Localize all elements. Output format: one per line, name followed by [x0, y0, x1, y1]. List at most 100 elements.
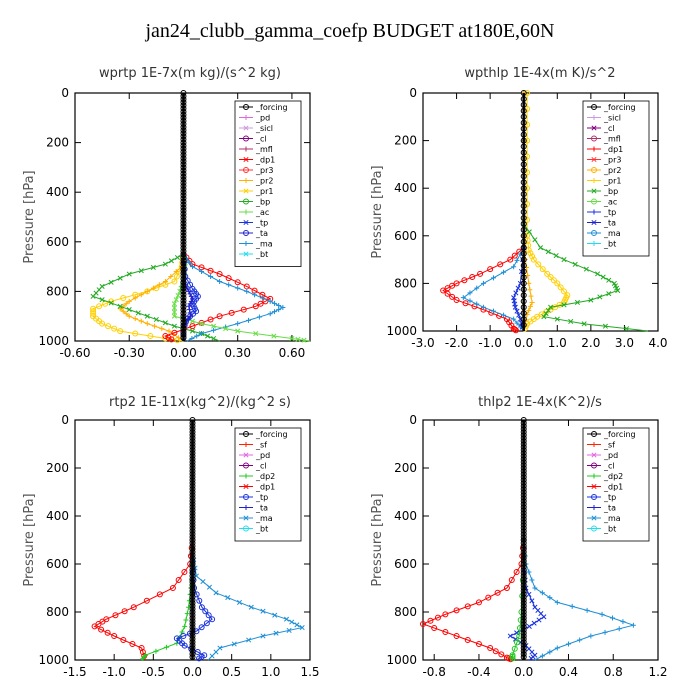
- series-point: [527, 250, 534, 257]
- series-point: [189, 618, 196, 624]
- series-point: [198, 604, 205, 611]
- y-tick-label: 200: [394, 461, 417, 475]
- legend-marker: [243, 125, 249, 131]
- series-point: [180, 198, 187, 205]
- chart-title: wpthlp 1E-4x(m K)/s^2: [464, 66, 615, 81]
- series-point: [520, 573, 527, 579]
- page-title: jan24_clubb_gamma_coefp BUDGET at180E,60…: [145, 20, 555, 42]
- series-point: [180, 279, 187, 286]
- x-tick-label: -1.5: [63, 665, 86, 679]
- series-point: [163, 644, 169, 650]
- series-point: [189, 549, 196, 555]
- series-point: [206, 584, 213, 590]
- series-point: [174, 254, 180, 261]
- series-point: [196, 597, 203, 604]
- series-point: [180, 220, 187, 227]
- legend-entry: _cl: [255, 462, 267, 471]
- series-point: [431, 625, 438, 631]
- legend-marker: [243, 188, 249, 194]
- series-point: [520, 612, 527, 618]
- chart-title: wprtp 1E-7x(m kg)/(s^2 kg): [99, 66, 281, 81]
- legend-entry: _ac: [255, 208, 269, 217]
- series-point: [189, 624, 196, 630]
- series-point: [171, 278, 178, 285]
- chart-title: rtp2 1E-11x(kg^2)/(kg^2 s): [109, 395, 291, 410]
- legend-entry: _bt: [255, 525, 268, 534]
- series-point: [189, 465, 196, 471]
- series-point: [132, 316, 138, 322]
- legend-marker: [591, 483, 597, 490]
- series-point: [180, 96, 187, 103]
- series-point: [193, 591, 200, 598]
- series-point: [526, 307, 532, 313]
- series-point: [525, 247, 532, 254]
- series-point: [577, 637, 583, 643]
- series-point: [520, 582, 527, 588]
- series-point: [520, 585, 527, 591]
- series-point: [595, 271, 601, 277]
- legend-entry: _sicl: [255, 124, 273, 133]
- series-point: [226, 282, 232, 288]
- legend-marker: [591, 452, 597, 458]
- legend-marker: [591, 230, 597, 236]
- series-point: [180, 201, 187, 208]
- series-point: [520, 107, 527, 114]
- series-point: [217, 645, 223, 651]
- series-point: [189, 474, 196, 480]
- series-point: [208, 274, 214, 280]
- series-point: [189, 519, 196, 525]
- series-point: [156, 591, 163, 598]
- series-point: [207, 267, 214, 274]
- series-point: [630, 622, 636, 628]
- series-point: [520, 639, 527, 645]
- series-point: [526, 280, 532, 286]
- series-point: [520, 621, 527, 627]
- series-point: [187, 310, 193, 316]
- series-point: [171, 309, 177, 315]
- legend-entry: _dp1: [603, 483, 623, 492]
- series-point: [189, 438, 196, 444]
- series-point: [150, 285, 156, 291]
- x-tick-label: -0.5: [142, 665, 165, 679]
- series-point: [520, 633, 527, 639]
- series-point: [189, 633, 196, 639]
- legend-entry: _dp2: [255, 472, 275, 481]
- series-point: [520, 438, 527, 444]
- x-tick-label: -1.0: [478, 336, 501, 350]
- series-point: [189, 462, 196, 468]
- series-point: [530, 256, 537, 263]
- series-point: [123, 311, 129, 317]
- legend-entry: _ac: [603, 198, 617, 207]
- series-point: [520, 576, 527, 582]
- series-point: [189, 510, 196, 516]
- series-point: [511, 264, 517, 270]
- legend-entry: _forcing: [255, 103, 288, 112]
- series-point: [189, 600, 196, 606]
- series-point: [420, 621, 426, 627]
- series-point: [189, 654, 196, 660]
- legend-entry: _forcing: [603, 430, 636, 439]
- series-point: [152, 323, 158, 329]
- series-point: [487, 266, 494, 273]
- y-tick-label: 800: [46, 605, 69, 619]
- series-point: [512, 327, 519, 334]
- series-point: [442, 611, 449, 618]
- series-point: [180, 179, 187, 186]
- series-point: [189, 558, 196, 564]
- series-point: [180, 173, 187, 180]
- series-point: [180, 288, 187, 295]
- series-point: [144, 321, 150, 327]
- series-point: [547, 649, 553, 655]
- series-point: [252, 303, 259, 310]
- series-point: [189, 492, 196, 498]
- series-point: [520, 471, 527, 477]
- series-point: [561, 302, 567, 308]
- series-point: [180, 310, 187, 317]
- series-point: [520, 465, 527, 471]
- legend-entry: _cl: [603, 462, 615, 471]
- series-point: [434, 614, 441, 621]
- series-point: [620, 619, 626, 625]
- series-point: [520, 131, 527, 138]
- legend-entry: _pr2: [255, 177, 273, 186]
- series-point: [520, 432, 527, 438]
